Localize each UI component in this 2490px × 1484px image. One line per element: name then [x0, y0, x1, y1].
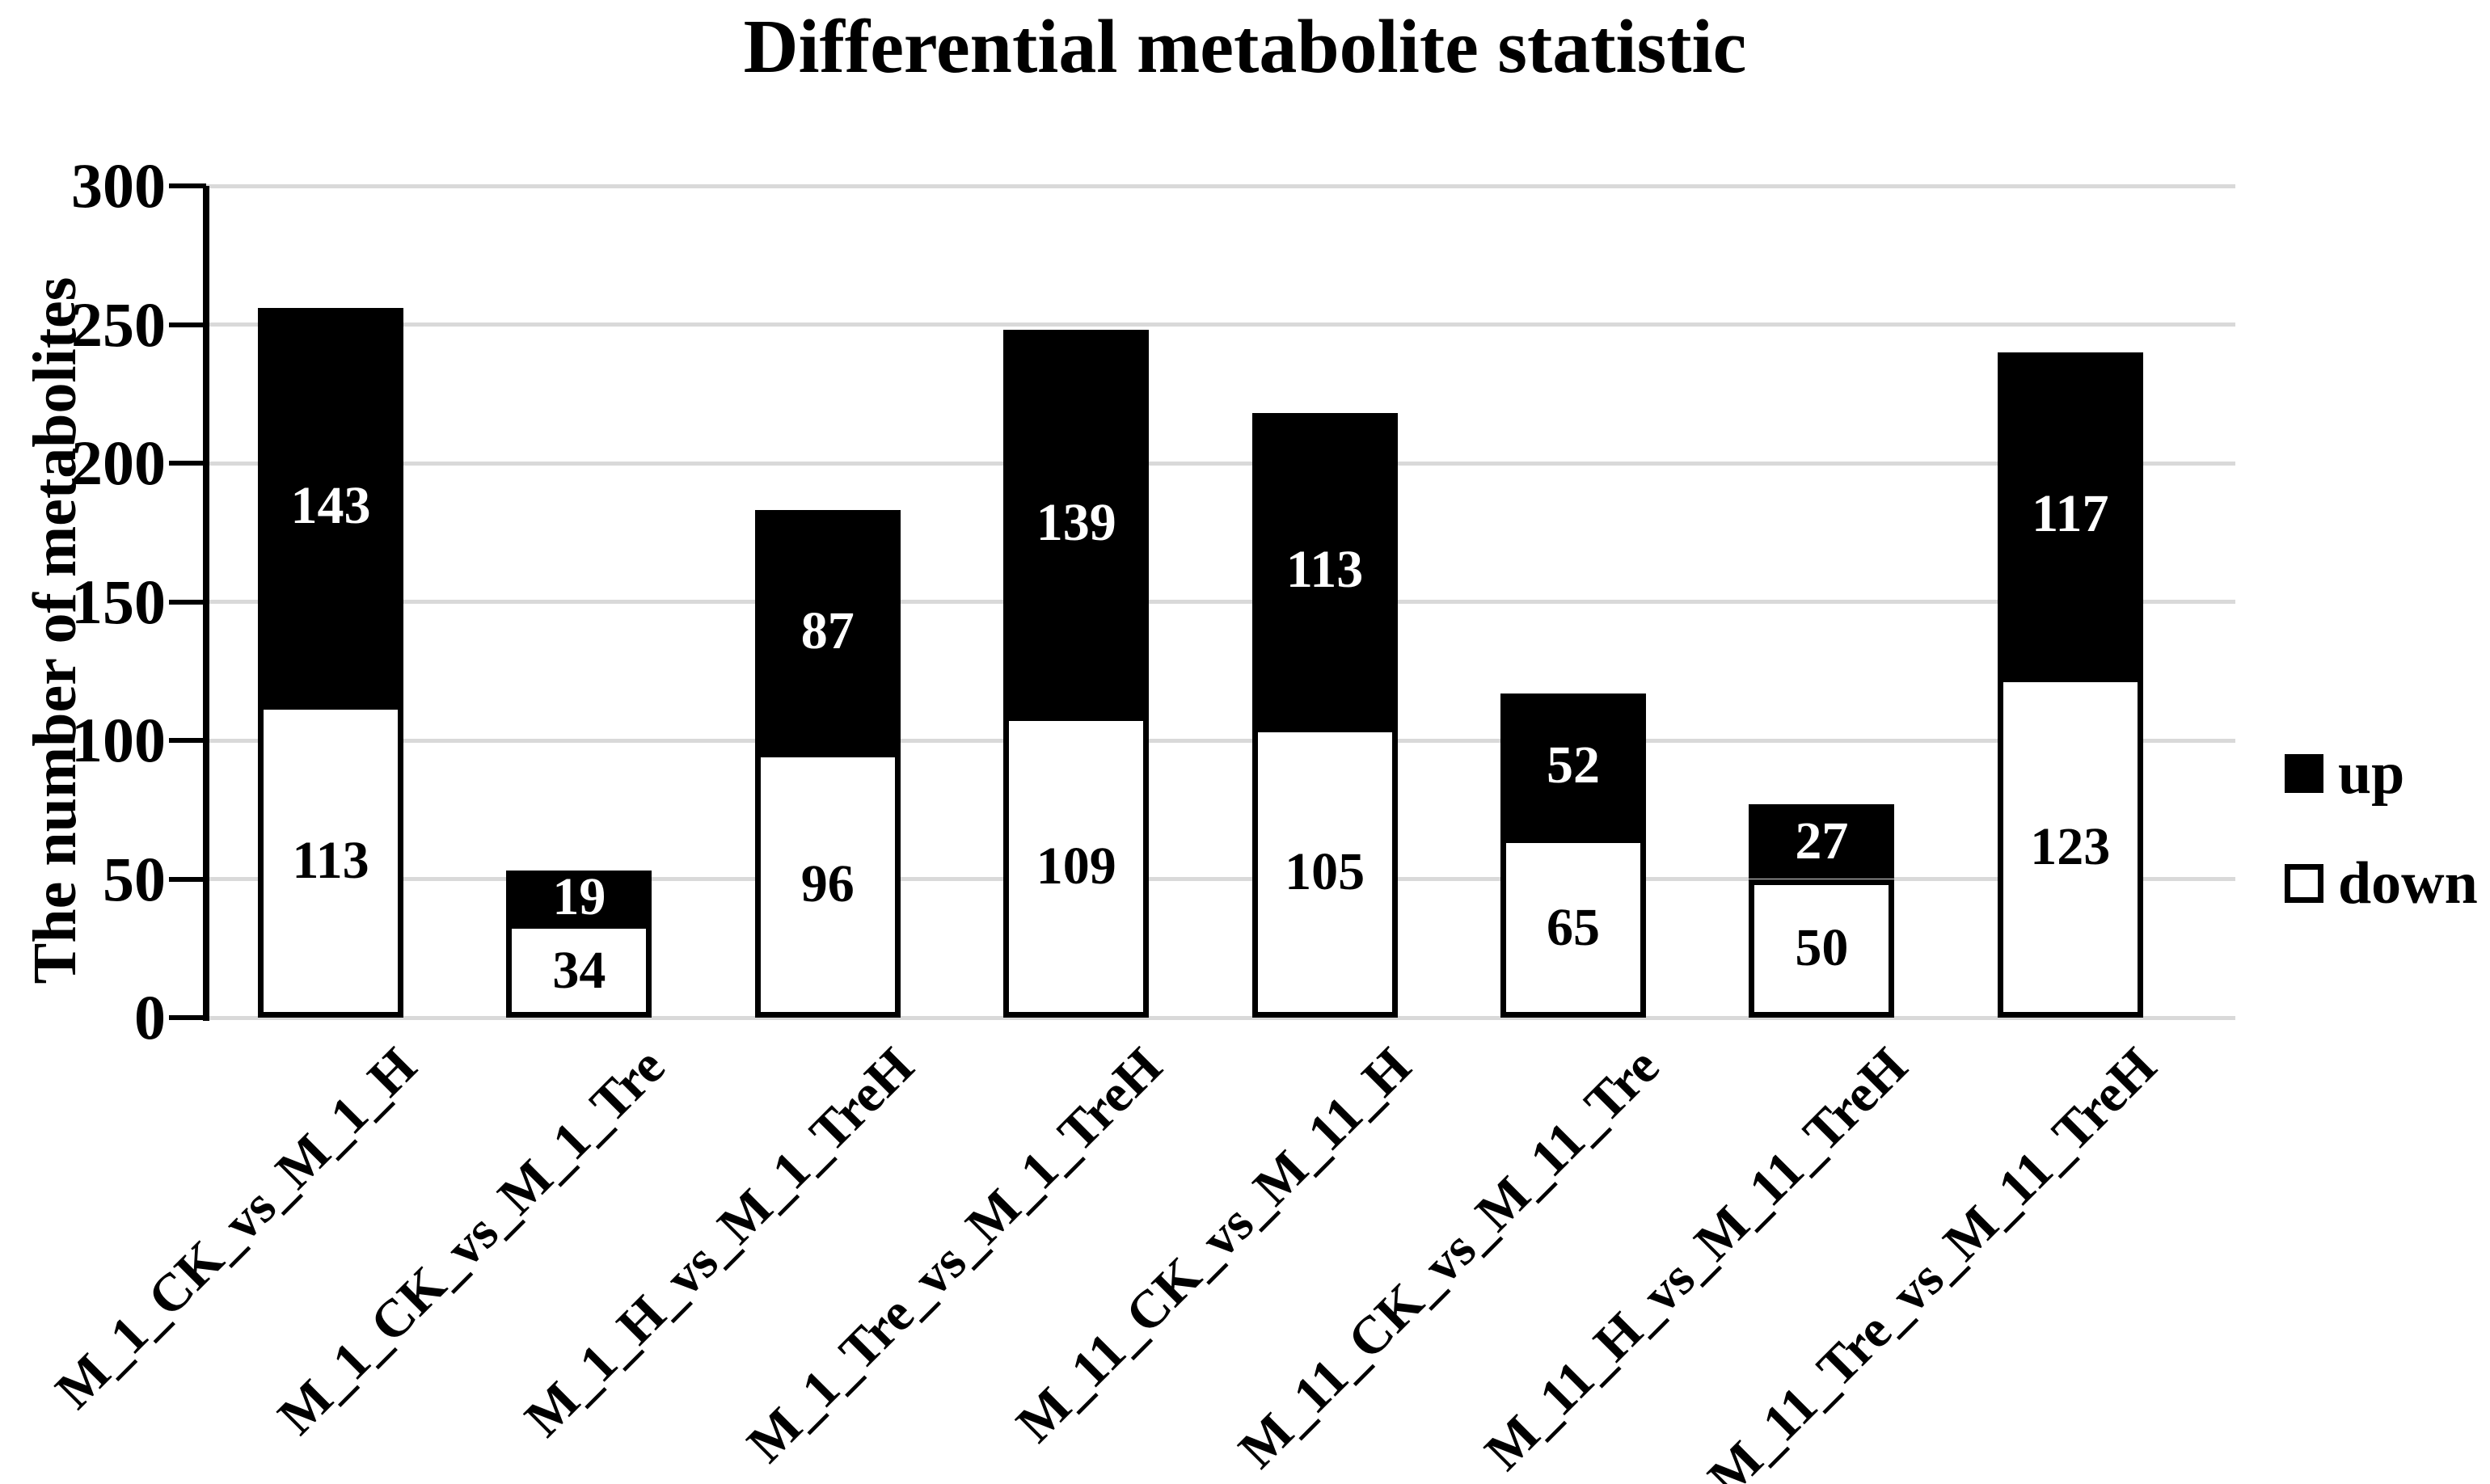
y-axis-tick: [169, 738, 206, 743]
bar-value-up: 139: [1036, 492, 1116, 552]
legend-label-down: down: [2338, 850, 2478, 917]
bar-segment-down: 105: [1251, 726, 1398, 1018]
y-axis-tick: [169, 1015, 206, 1020]
up-swatch-icon: [2285, 754, 2323, 793]
y-tick-label: 200: [71, 428, 166, 498]
gridline: [206, 1015, 2235, 1020]
bar-value-up: 117: [2032, 484, 2109, 544]
gridline: [206, 600, 2235, 604]
bar-segment-down: 113: [258, 704, 403, 1018]
x-axis-category-label: M_1_CK_vs_M_1_H: [44, 1036, 428, 1420]
bar-segment-up: 139: [1003, 330, 1150, 716]
gridline: [206, 323, 2235, 327]
chart-title: Differential metabolite statistic: [743, 5, 1747, 89]
y-tick-label: 300: [71, 150, 166, 221]
bar-value-down: 50: [1795, 918, 1849, 978]
y-tick-label: 0: [134, 982, 166, 1052]
bar-value-up: 52: [1547, 735, 1600, 795]
bar-value-down: 109: [1036, 837, 1116, 896]
bar-segment-down: 123: [1997, 677, 2143, 1018]
bar-segment-down: 65: [1500, 837, 1646, 1018]
bar-segment-up: 143: [258, 307, 403, 705]
bar-segment-up: 19: [506, 866, 652, 926]
gridline: [206, 738, 2235, 743]
gridline: [206, 877, 2235, 881]
bar-segment-down: 109: [1003, 715, 1150, 1018]
bar-value-down: 65: [1547, 897, 1600, 957]
y-tick-label: 250: [71, 289, 166, 360]
bar-segment-down: 96: [754, 751, 901, 1018]
gridline: [206, 183, 2235, 188]
bar-segment-up: 113: [1251, 413, 1398, 727]
y-axis-tick: [169, 599, 206, 605]
bar-value-down: 105: [1285, 841, 1365, 901]
bar-value-up: 113: [1285, 540, 1364, 600]
bar-segment-down: 50: [1749, 879, 1895, 1018]
y-axis-tick: [169, 876, 206, 882]
bar-value-up: 87: [800, 601, 855, 660]
bar-value-up: 27: [1795, 812, 1849, 871]
bar-segment-up: 87: [754, 510, 901, 752]
y-axis-tick: [169, 461, 206, 466]
down-swatch-icon: [2285, 864, 2323, 903]
bar-value-up: 19: [552, 866, 606, 926]
y-tick-label: 100: [71, 705, 166, 775]
bar-value-down: 113: [292, 831, 369, 891]
bar-segment-down: 34: [506, 923, 652, 1018]
legend-item-up: up: [2285, 744, 2404, 803]
y-axis-tick: [169, 183, 206, 188]
y-axis-line: [203, 186, 209, 1021]
bar-segment-up: 117: [1997, 352, 2143, 677]
bar-value-up: 143: [290, 476, 371, 536]
bar-value-down: 123: [2030, 817, 2111, 877]
bar-value-down: 34: [552, 940, 606, 1000]
y-axis-tick: [169, 322, 206, 327]
y-tick-label: 150: [71, 566, 166, 637]
bar-segment-up: 27: [1749, 803, 1895, 879]
legend-item-down: down: [2285, 854, 2478, 913]
bar-value-down: 96: [800, 854, 855, 914]
legend-label-up: up: [2338, 740, 2405, 807]
y-tick-label: 50: [103, 843, 166, 914]
gridline: [206, 461, 2235, 466]
bar-segment-up: 52: [1500, 693, 1646, 838]
